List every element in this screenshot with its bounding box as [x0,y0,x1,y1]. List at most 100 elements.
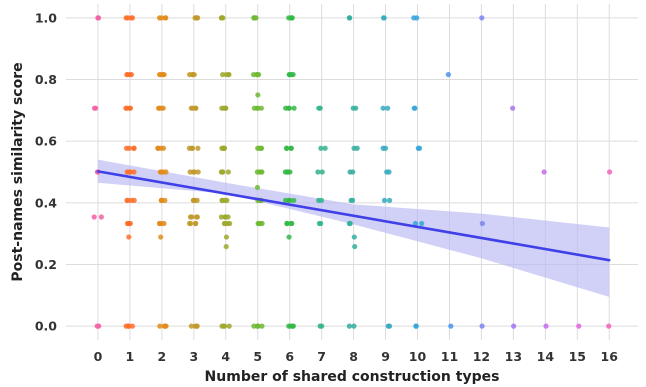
x-tick-label: 0 [94,349,103,364]
data-point [251,323,257,329]
data-point [282,169,289,175]
data-point [194,323,200,329]
x-tick-label: 12 [473,349,490,364]
data-point [258,169,264,175]
data-point [158,169,164,175]
data-point [288,145,294,151]
data-point [221,145,227,151]
x-tick-label: 16 [601,349,619,364]
data-point [131,169,137,175]
data-point [351,323,357,329]
data-point [127,169,133,175]
data-point [315,169,321,175]
data-point [354,145,360,151]
data-point [219,323,225,329]
x-tick-label: 4 [221,349,230,364]
data-point [131,145,137,151]
confidence-band [97,159,610,297]
data-point [317,323,323,329]
data-point [254,169,260,175]
x-tick-label: 7 [317,349,326,364]
data-point [189,214,195,220]
data-point [221,220,227,227]
data-point [192,15,198,21]
data-point [479,15,485,21]
data-point [161,71,167,78]
data-point [255,92,261,98]
data-point [289,220,295,227]
data-point [510,105,516,111]
data-point [380,145,386,151]
x-tick-label: 6 [285,349,294,364]
regression-line-layer [96,170,611,262]
data-point [350,169,356,175]
data-point [419,220,425,227]
data-point [189,145,196,151]
data-point [286,234,292,240]
x-tick-label: 13 [505,349,522,364]
data-point [254,184,261,191]
data-point [98,214,104,220]
data-point [576,323,582,329]
data-point [95,15,102,21]
data-point [291,105,297,111]
data-point [286,105,292,111]
data-point [347,220,353,227]
data-point [131,197,137,203]
data-point [158,105,165,111]
data-point [227,220,233,227]
data-point [479,323,485,329]
data-point [157,323,163,329]
data-point [123,15,129,21]
data-point [123,105,129,111]
data-point [350,105,356,111]
x-tick-label: 11 [441,349,458,364]
data-point [415,145,421,151]
y-tick-label: 0.0 [35,319,57,334]
data-point [218,214,224,220]
data-point [128,15,134,21]
data-point [253,15,259,21]
data-point [258,220,264,227]
data-point [290,323,296,329]
data-point [448,323,454,329]
data-point [123,323,129,329]
data-point [318,145,324,151]
data-point [386,169,392,175]
x-tick-label: 14 [537,349,555,364]
y-axis-label: Post-names similarity score [10,62,26,281]
data-point [479,220,485,227]
confidence-band-layer [97,159,610,297]
data-point [225,214,231,220]
data-point [124,197,130,203]
x-tick-label: 2 [158,349,167,364]
data-point [226,71,232,78]
data-point [347,15,353,21]
data-point [193,105,199,111]
data-point [381,15,387,21]
data-point [125,220,131,227]
data-point [226,323,232,329]
data-point [189,71,196,78]
data-point [381,197,388,203]
scatter-points [91,15,613,329]
data-point [386,197,393,203]
data-point [129,323,135,329]
data-point [286,197,292,203]
data-point [219,197,225,203]
data-point [126,145,133,151]
data-point [350,197,356,203]
data-point [411,105,417,111]
data-point [317,105,323,111]
data-point [223,234,230,240]
data-point [286,323,292,329]
data-point [158,197,165,203]
y-tick-label: 0.6 [35,134,57,149]
data-point [251,105,257,111]
data-point [380,105,386,111]
data-point [124,71,130,78]
data-point [190,197,197,203]
data-point [223,105,229,111]
data-point [322,145,328,151]
